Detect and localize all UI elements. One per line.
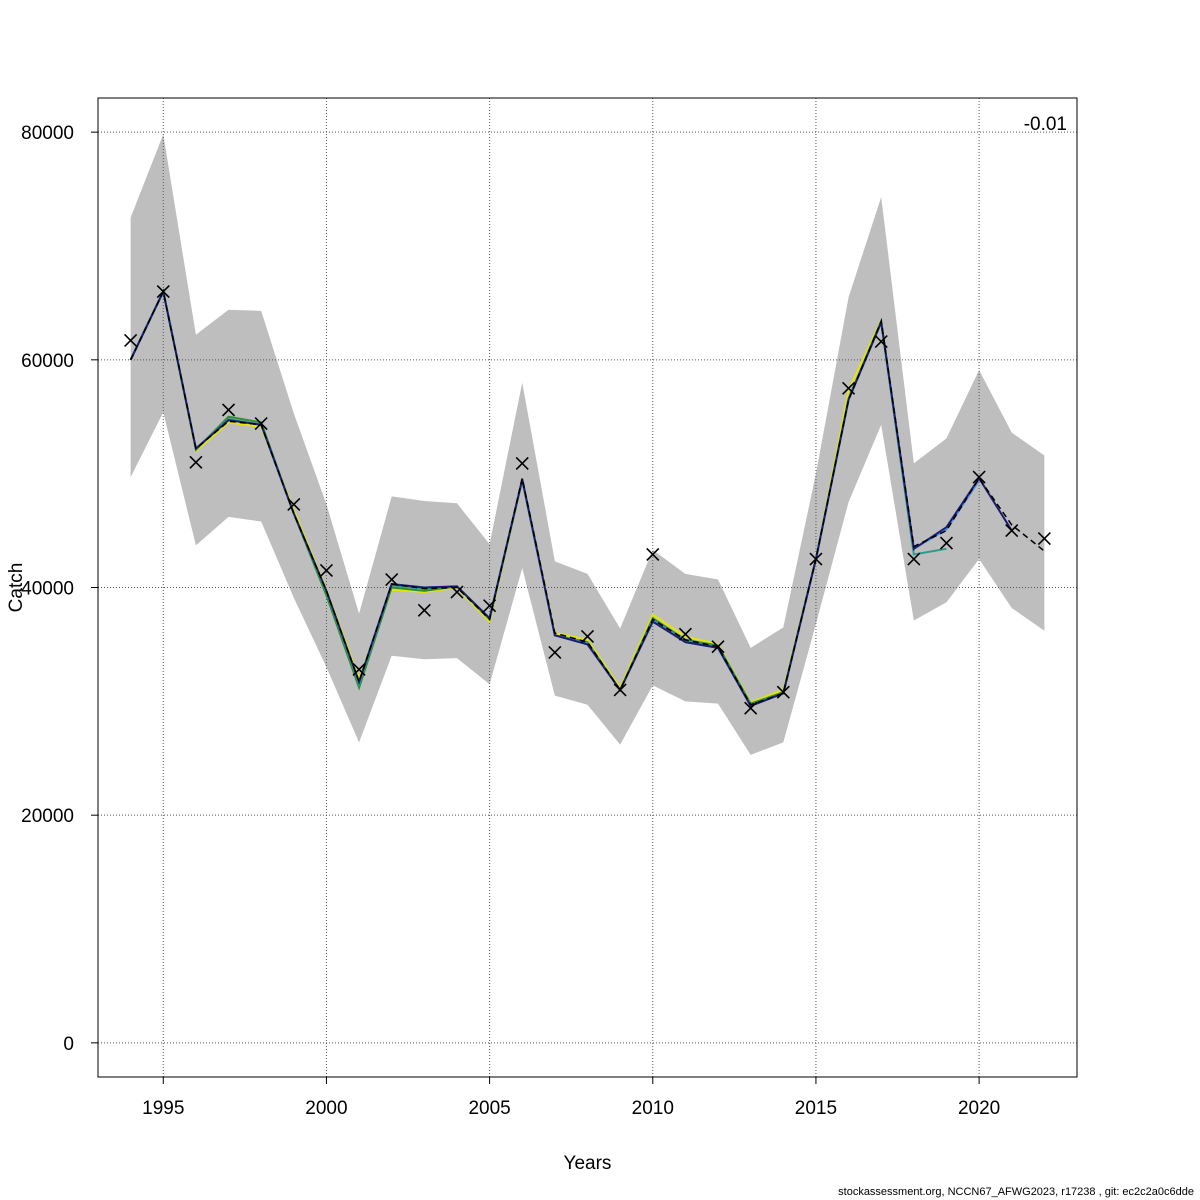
y-tick-label: 0	[63, 1034, 74, 1055]
x-tick-label: 2000	[305, 1098, 347, 1119]
observed-point	[939, 536, 954, 550]
observed-point	[548, 645, 562, 659]
observed-point	[319, 563, 333, 577]
observed-point	[156, 284, 170, 299]
x-tick-label: 1995	[142, 1098, 184, 1119]
observed-point	[254, 417, 268, 431]
y-axis-title: Catch	[6, 563, 27, 613]
y-tick-label: 60000	[21, 351, 74, 372]
series-layer	[129, 288, 1045, 708]
observed-point	[385, 572, 399, 587]
observed-point	[450, 585, 464, 599]
y-tick-label: 20000	[21, 806, 74, 827]
observed-point	[678, 627, 692, 641]
y-tick-label: 40000	[21, 579, 74, 600]
observed-point	[613, 683, 627, 697]
observed-point	[874, 335, 888, 349]
observed-point	[483, 599, 497, 613]
observed-point	[776, 685, 790, 699]
observed-point	[417, 603, 431, 617]
observed-point	[809, 552, 823, 566]
observed-point	[907, 552, 921, 566]
x-tick-label: 2010	[632, 1098, 674, 1119]
observed-point	[646, 547, 660, 562]
x-tick-label: 2015	[795, 1098, 837, 1119]
footer-credit: stockassessment.org, NCCN67_AFWG2023, r1…	[838, 1186, 1194, 1198]
observed-marker-layer	[124, 284, 1051, 715]
observed-point	[352, 662, 366, 677]
axis-layer: 1995 2000 2005 2010 2015 2020 0 20000 40000 60000…	[21, 123, 1000, 1119]
observed-point	[744, 701, 758, 715]
observed-point	[287, 497, 301, 511]
observed-point	[842, 381, 856, 395]
observed-point	[124, 333, 138, 348]
x-axis-title: Years	[564, 1153, 612, 1174]
observed-point	[711, 640, 725, 654]
x-tick-label: 2005	[468, 1098, 510, 1119]
observed-point	[1037, 531, 1051, 546]
series-line	[129, 289, 1045, 706]
x-tick-label: 2020	[958, 1098, 1000, 1119]
series-line	[129, 288, 1013, 708]
observed-point	[221, 403, 236, 417]
observed-point	[580, 629, 595, 644]
observed-point	[189, 455, 203, 469]
y-tick-label: 80000	[21, 123, 74, 144]
observed-point	[1005, 524, 1019, 538]
corner-value-label: -0.01	[1024, 114, 1067, 135]
observed-point	[972, 470, 986, 484]
observed-point	[515, 456, 529, 470]
